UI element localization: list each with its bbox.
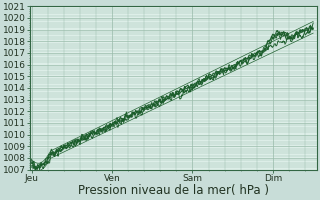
- X-axis label: Pression niveau de la mer( hPa ): Pression niveau de la mer( hPa ): [78, 184, 269, 197]
